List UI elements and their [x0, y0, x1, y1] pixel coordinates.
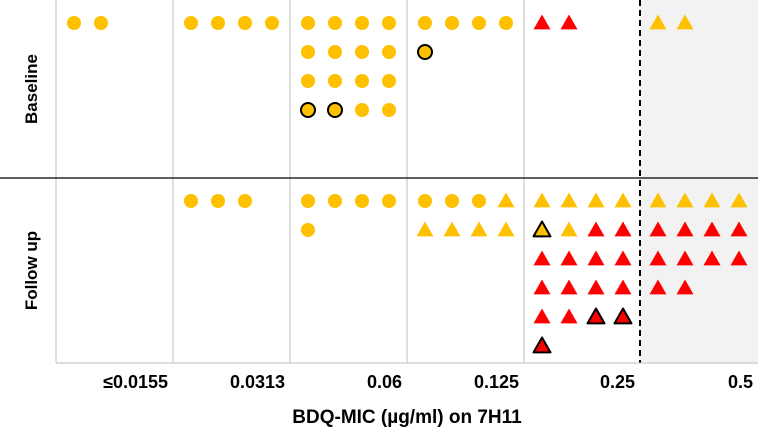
data-point-circle	[265, 16, 279, 30]
data-point-circle	[328, 74, 342, 88]
data-point-triangle	[587, 221, 605, 237]
data-point-circle	[472, 16, 486, 30]
data-point-triangle	[703, 192, 721, 208]
data-point-circle	[184, 194, 198, 208]
data-point-triangle	[560, 14, 578, 30]
data-point-triangle	[676, 221, 694, 237]
data-point-circle	[327, 102, 343, 118]
data-point-circle	[382, 103, 396, 117]
data-point-triangle	[614, 221, 632, 237]
data-point-triangle	[560, 308, 578, 324]
data-point-circle	[382, 45, 396, 59]
data-point-circle	[301, 74, 315, 88]
data-point-circle	[300, 102, 316, 118]
data-point-triangle	[560, 279, 578, 295]
data-point-triangle	[560, 250, 578, 266]
plot-grid	[0, 0, 758, 364]
data-point-circle	[418, 16, 432, 30]
data-point-triangle	[532, 220, 552, 238]
data-point-triangle	[676, 14, 694, 30]
data-point-triangle	[560, 221, 578, 237]
data-point-circle	[445, 16, 459, 30]
data-point-triangle	[703, 250, 721, 266]
data-point-circle	[328, 16, 342, 30]
data-point-triangle	[649, 250, 667, 266]
data-point-triangle	[533, 14, 551, 30]
data-point-triangle	[497, 192, 515, 208]
x-tick-label: 0.06	[367, 372, 402, 392]
data-point-triangle	[533, 279, 551, 295]
data-point-circle	[382, 74, 396, 88]
resistant-zone-shading	[640, 0, 758, 363]
data-point-circle	[499, 16, 513, 30]
data-point-triangle	[470, 221, 488, 237]
data-point-circle	[418, 194, 432, 208]
data-point-triangle	[587, 192, 605, 208]
data-point-triangle	[730, 192, 748, 208]
data-point-circle	[472, 194, 486, 208]
data-point-circle	[417, 44, 433, 60]
data-point-circle	[67, 16, 81, 30]
plot-markers	[67, 14, 748, 354]
data-point-circle	[238, 194, 252, 208]
data-point-triangle	[587, 279, 605, 295]
data-point-circle	[328, 45, 342, 59]
data-point-triangle	[443, 221, 461, 237]
data-point-circle	[238, 16, 252, 30]
data-point-circle	[355, 103, 369, 117]
x-tick-label: ≤0.0155	[103, 372, 168, 392]
data-point-triangle	[533, 308, 551, 324]
data-point-triangle	[497, 221, 515, 237]
data-point-circle	[301, 45, 315, 59]
data-point-circle	[328, 194, 342, 208]
data-point-circle	[355, 74, 369, 88]
data-point-circle	[94, 16, 108, 30]
data-point-triangle	[649, 14, 667, 30]
data-point-triangle	[676, 250, 694, 266]
x-tick-labels: ≤0.0155 0.0313 0.06 0.125 0.25 0.5	[103, 372, 753, 392]
row-labels: Baseline Follow up	[22, 54, 41, 310]
data-point-triangle	[586, 307, 606, 325]
row-label: Follow up	[22, 231, 41, 310]
data-point-triangle	[533, 192, 551, 208]
data-point-triangle	[532, 336, 552, 354]
data-point-triangle	[649, 221, 667, 237]
data-point-circle	[211, 16, 225, 30]
data-point-triangle	[649, 279, 667, 295]
data-point-circle	[301, 194, 315, 208]
data-point-triangle	[560, 192, 578, 208]
data-point-triangle	[533, 250, 551, 266]
data-point-triangle	[703, 221, 721, 237]
data-point-circle	[355, 45, 369, 59]
data-point-circle	[355, 194, 369, 208]
row-label: Baseline	[22, 54, 41, 124]
data-point-triangle	[730, 221, 748, 237]
data-point-triangle	[614, 250, 632, 266]
x-tick-label: 0.0313	[230, 372, 285, 392]
data-point-circle	[301, 223, 315, 237]
x-tick-label: 0.125	[474, 372, 519, 392]
data-point-triangle	[649, 192, 667, 208]
data-point-circle	[211, 194, 225, 208]
data-point-circle	[445, 194, 459, 208]
data-point-triangle	[614, 192, 632, 208]
data-point-triangle	[730, 250, 748, 266]
x-axis-title: BDQ-MIC (µg/ml) on 7H11	[292, 407, 522, 428]
data-point-circle	[355, 16, 369, 30]
data-point-circle	[382, 16, 396, 30]
data-point-triangle	[676, 279, 694, 295]
data-point-triangle	[614, 279, 632, 295]
data-point-triangle	[416, 221, 434, 237]
data-point-circle	[382, 194, 396, 208]
data-point-circle	[301, 16, 315, 30]
data-point-circle	[184, 16, 198, 30]
data-point-triangle	[676, 192, 694, 208]
x-tick-label: 0.5	[728, 372, 753, 392]
data-point-triangle	[613, 307, 633, 325]
x-tick-label: 0.25	[600, 372, 635, 392]
data-point-triangle	[587, 250, 605, 266]
